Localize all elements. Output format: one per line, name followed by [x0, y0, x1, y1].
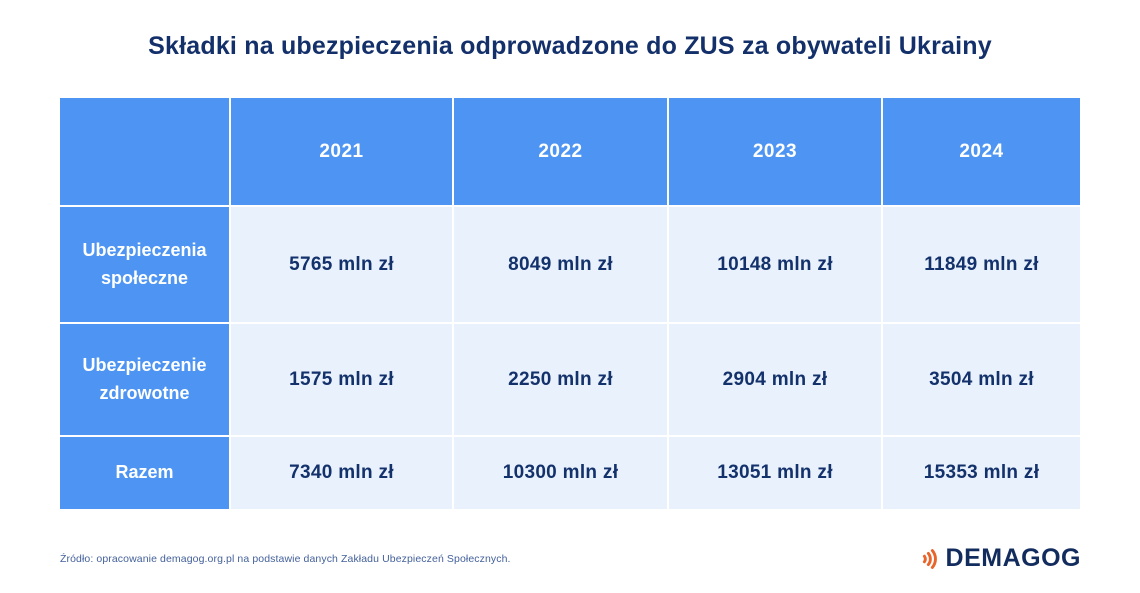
table-cell: 8049 mln zł — [454, 207, 667, 322]
row-header-razem: Razem — [60, 437, 229, 509]
table-cell: 7340 mln zł — [231, 437, 452, 509]
table-cell: 13051 mln zł — [669, 437, 881, 509]
table-cell: 5765 mln zł — [231, 207, 452, 322]
table-cell: 3504 mln zł — [883, 324, 1080, 435]
sound-wave-icon — [919, 545, 941, 573]
logo-wordmark: DEMAGOG — [945, 544, 1081, 572]
table-cell: 10148 mln zł — [669, 207, 881, 322]
column-header-2023: 2023 — [669, 98, 881, 205]
table-corner-cell — [60, 98, 229, 205]
row-header-ubezpieczenia-spoleczne: Ubezpieczenia społeczne — [60, 207, 229, 322]
page-title: Składki na ubezpieczenia odprowadzone do… — [148, 32, 992, 60]
table-cell: 2904 mln zł — [669, 324, 881, 435]
data-table: 2021 2022 2023 2024 Ubezpieczenia społec… — [60, 98, 1080, 509]
table-cell: 11849 mln zł — [883, 207, 1080, 322]
column-header-2024: 2024 — [883, 98, 1080, 205]
table-cell: 2250 mln zł — [454, 324, 667, 435]
source-note: Źródło: opracowanie demagog.org.pl na po… — [60, 553, 511, 565]
table-cell: 1575 mln zł — [231, 324, 452, 435]
row-header-ubezpieczenie-zdrowotne: Ubezpieczenie zdrowotne — [60, 324, 229, 435]
table-cell: 10300 mln zł — [454, 437, 667, 509]
demagog-logo: DEMAGOG — [919, 544, 1081, 573]
column-header-2021: 2021 — [231, 98, 452, 205]
table-cell: 15353 mln zł — [883, 437, 1080, 509]
column-header-2022: 2022 — [454, 98, 667, 205]
